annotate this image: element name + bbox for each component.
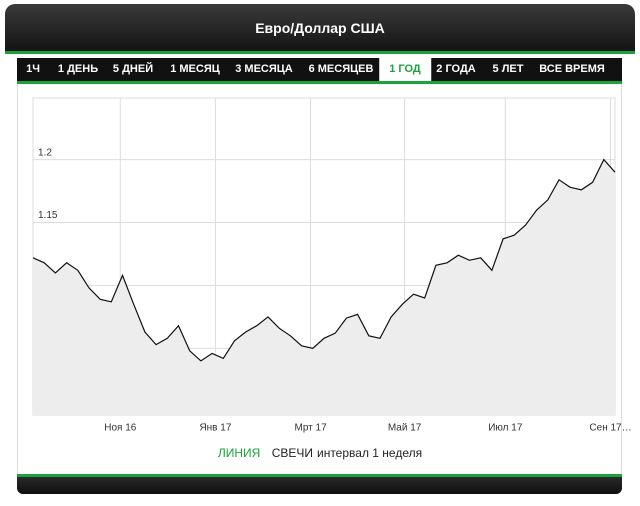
line bbox=[32, 158, 616, 362]
tab[interactable]: 1 МЕСЯЦ bbox=[170, 63, 220, 75]
y-tick-label: 1.15 bbox=[38, 210, 58, 221]
tab[interactable]: ВСЕ ВРЕМЯ bbox=[539, 63, 605, 75]
line-mode[interactable]: ЛИНИЯ bbox=[217, 446, 261, 460]
tab[interactable]: 1 ГОД bbox=[379, 58, 431, 81]
tab[interactable]: 1Ч bbox=[26, 63, 40, 75]
x-tick-label: Янв 17 bbox=[199, 423, 231, 434]
tab[interactable]: 5 ДНЕЙ bbox=[112, 63, 154, 75]
x-tick-label: Мрт 17 bbox=[294, 423, 327, 434]
tab[interactable]: 6 МЕСЯЦЕВ bbox=[308, 63, 374, 75]
x-tick-label: Май 17 bbox=[388, 423, 422, 434]
candle-mode[interactable]: СВЕЧИ bbox=[271, 446, 313, 460]
x-tick-label: Сен 17… bbox=[589, 423, 631, 434]
x-tick-label: Ноя 16 bbox=[104, 423, 137, 434]
x-tick-label: Июл 17 bbox=[488, 423, 523, 434]
tab[interactable]: 3 МЕСЯЦА bbox=[235, 63, 293, 75]
area bbox=[33, 159, 615, 415]
tab[interactable]: 5 ЛЕТ bbox=[492, 63, 524, 75]
y-tick-label: 1.2 bbox=[38, 147, 52, 158]
title: Евро/Доллар США bbox=[255, 20, 385, 36]
chart-panel bbox=[17, 84, 622, 474]
tab[interactable]: 1 ДЕНЬ bbox=[57, 63, 99, 75]
tab[interactable]: 2 ГОДА bbox=[436, 63, 476, 75]
footer-bar bbox=[17, 474, 622, 494]
tab-bar: 1Ч 1 ДЕНЬ 5 ДНЕЙ 1 МЕСЯЦ 3 МЕСЯЦА 6 МЕСЯ… bbox=[17, 58, 622, 84]
header: Евро/Доллар США bbox=[5, 4, 635, 54]
chart-mode: ЛИНИЯ СВЕЧИ интервал 1 неделя bbox=[0, 446, 640, 460]
interval: интервал 1 неделя bbox=[316, 446, 423, 460]
